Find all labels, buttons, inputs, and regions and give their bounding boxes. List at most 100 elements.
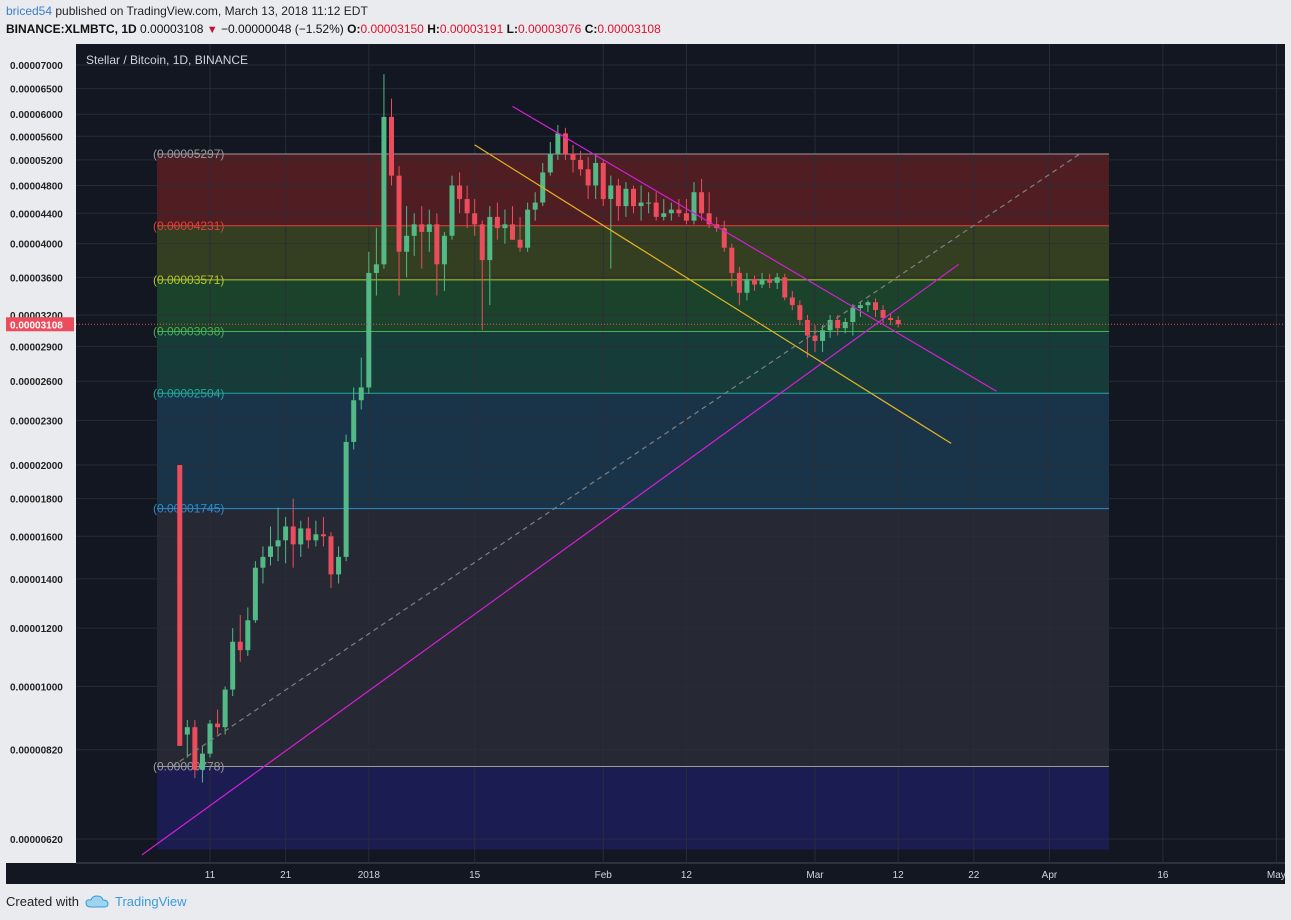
fib-band-4 <box>157 393 1109 509</box>
open-value: 0.00003150 <box>360 22 424 36</box>
chart-title: Stellar / Bitcoin, 1D, BINANCE <box>86 53 248 67</box>
fib-band-1 <box>157 225 1109 280</box>
candle-body <box>517 239 523 248</box>
candle-body <box>850 308 856 323</box>
trendline-3 <box>171 153 1081 768</box>
candle-body <box>842 322 848 329</box>
candle-body <box>328 536 334 575</box>
candle-body <box>502 224 508 229</box>
y-tick-label: 0.00003200 <box>10 311 63 322</box>
candle-body <box>623 188 629 207</box>
x-tick-label: 22 <box>968 870 980 881</box>
candle-body <box>199 753 205 770</box>
candle-body <box>487 216 493 261</box>
close-value: 0.00003108 <box>597 22 661 36</box>
candle-body <box>767 279 773 283</box>
chart-area[interactable]: (0.00005297) (0.00004231) (0.00003571) (0.0… <box>6 44 1285 884</box>
candle-body <box>177 465 183 746</box>
y-tick-label: 0.00002600 <box>10 377 63 388</box>
candle-body <box>804 319 810 336</box>
open-label: O: <box>347 22 361 36</box>
candle-body <box>812 335 818 341</box>
created-with-text: Created with <box>6 894 79 909</box>
fib-label-5: (0.00001745) <box>153 502 224 516</box>
y-tick-label: 0.00000820 <box>10 746 63 757</box>
candle-body <box>797 305 803 320</box>
candle-body <box>336 556 342 575</box>
candle-body <box>661 213 667 217</box>
fib-band-3 <box>157 331 1109 394</box>
candle-body <box>215 723 221 728</box>
candle-body <box>237 641 243 651</box>
candle-body <box>638 202 644 207</box>
candle-body <box>192 727 198 770</box>
high-value: 0.00003191 <box>439 22 504 36</box>
fib-label-0: (0.00005297) <box>153 147 224 161</box>
x-tick-label: 21 <box>280 870 292 881</box>
low-value: 0.00003076 <box>517 22 582 36</box>
x-tick-label: 12 <box>681 870 693 881</box>
candle-body <box>880 309 886 318</box>
candle-body <box>789 297 795 306</box>
last-price: 0.00003108 <box>140 22 204 36</box>
high-label: H: <box>427 22 440 36</box>
fib-label-3: (0.00003038) <box>153 325 224 339</box>
candle-body <box>827 319 833 331</box>
publish-info: briced54 published on TradingView.com, M… <box>6 4 368 18</box>
candle-body <box>895 319 901 325</box>
y-tick-label: 0.00006000 <box>10 110 63 121</box>
candle-body <box>547 153 553 173</box>
candle-body <box>631 188 636 207</box>
candle-body <box>683 213 689 221</box>
fib-label-6: (0.00000778) <box>153 760 224 774</box>
tradingview-link[interactable]: TradingView <box>114 894 187 909</box>
y-tick-label: 0.00001400 <box>10 575 63 586</box>
candle-body <box>320 534 326 537</box>
candle-body <box>646 202 652 204</box>
candle-body <box>351 400 357 442</box>
low-label: L: <box>506 22 518 36</box>
symbol-name: BINANCE:XLMBTC, 1D <box>6 22 137 36</box>
published-text: published on TradingView.com, March 13, … <box>55 4 368 18</box>
fib-band-2 <box>157 279 1109 332</box>
candle-body <box>653 202 659 217</box>
candle-body <box>298 528 304 545</box>
fib-band-6 <box>157 766 1109 850</box>
candle-body <box>389 116 394 176</box>
candle-body <box>759 279 765 285</box>
candlestick-chart[interactable]: (0.00005297) (0.00004231) (0.00003571) (0.0… <box>6 44 1285 884</box>
candle-body <box>230 641 236 690</box>
candle-body <box>525 209 531 248</box>
y-tick-label: 0.00002900 <box>10 342 63 353</box>
time-axis-bg <box>6 863 1285 884</box>
candle-body <box>404 235 410 252</box>
y-tick-label: 0.00004000 <box>10 240 63 251</box>
y-tick-label: 0.00002300 <box>10 416 63 427</box>
candle-body <box>668 209 674 214</box>
candle-body <box>479 224 485 261</box>
candle-body <box>373 264 379 273</box>
current-price-badge <box>6 317 74 332</box>
candle-body <box>396 175 402 252</box>
candle-body <box>555 133 561 154</box>
symbol-bar: BINANCE:XLMBTC, 1D 0.00003108 ▼ −0.00000… <box>6 22 661 36</box>
candle-body <box>252 567 258 621</box>
current-price-label: 0.00003108 <box>10 320 63 331</box>
x-tick-label: 15 <box>469 870 481 881</box>
candle-body <box>729 247 735 273</box>
candle-body <box>532 202 538 210</box>
candle-body <box>865 302 871 306</box>
candle-body <box>464 199 470 214</box>
candle-body <box>615 185 621 207</box>
candle-body <box>888 317 894 320</box>
candle-body <box>699 192 705 214</box>
candle-body <box>593 163 599 186</box>
y-tick-label: 0.00000620 <box>10 835 63 846</box>
x-tick-label: Mar <box>806 870 824 881</box>
down-arrow-icon: ▼ <box>206 24 218 36</box>
y-tick-label: 0.00005200 <box>10 156 63 167</box>
x-tick-label: May <box>1267 870 1285 881</box>
candle-body <box>820 330 826 341</box>
x-tick-label: 16 <box>1157 870 1169 881</box>
author-link[interactable]: briced54 <box>6 4 53 18</box>
